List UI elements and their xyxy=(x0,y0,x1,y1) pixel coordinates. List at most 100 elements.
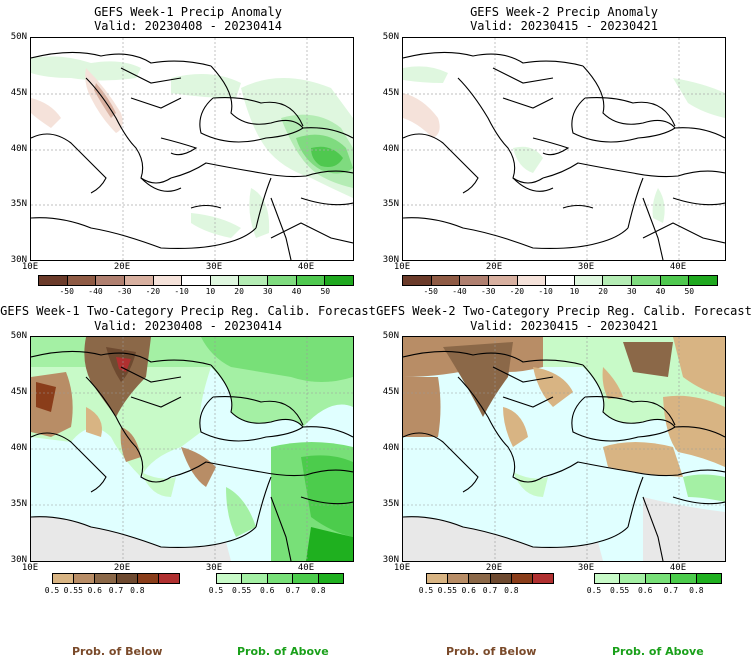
colorbar-swatch xyxy=(660,276,690,285)
lat-label: 45N xyxy=(382,387,399,397)
colorbar-tick-label: -40 xyxy=(88,287,103,296)
lon-label: 30E xyxy=(205,262,223,272)
map-week1-two-category xyxy=(30,336,354,562)
colorbar-swatch xyxy=(490,574,512,583)
panel-week1-anomaly: GEFS Week-1 Precip Anomaly Valid: 202304… xyxy=(0,0,376,300)
anomaly-colorbar xyxy=(38,275,354,286)
above-probability-colorbar xyxy=(594,573,722,584)
colorbar-swatch xyxy=(182,276,211,285)
coastlines xyxy=(403,51,725,260)
colorbar-swatch xyxy=(645,574,672,583)
lat-lon-grid xyxy=(31,337,353,561)
coastlines xyxy=(31,350,353,561)
colorbar-tick-label: 10 xyxy=(205,287,216,296)
panel-valid-dates: Valid: 20230408 - 20230414 xyxy=(94,19,282,33)
lon-label: 10E xyxy=(21,563,39,573)
above-probability-colorbar xyxy=(216,573,344,584)
lat-label: 45N xyxy=(10,88,27,98)
colorbar-tick-label: 10 xyxy=(569,287,580,296)
lon-label: 40E xyxy=(297,563,315,573)
anomaly-colorbar-labels: -50 -40 -30 -20 -10 10 20 30 40 50 xyxy=(402,287,718,297)
colorbar-tick-label: 0.8 xyxy=(130,586,145,595)
coastlines xyxy=(403,350,725,561)
colorbar-swatch xyxy=(96,276,125,285)
colorbar-swatch xyxy=(511,574,533,583)
colorbar-tick-label: 0.7 xyxy=(285,586,301,595)
colorbar-swatch xyxy=(296,276,326,285)
colorbar-swatch xyxy=(632,276,661,285)
colorbar-tick-label: 20 xyxy=(234,287,244,296)
colorbar-tick-label: 30 xyxy=(262,287,273,296)
colorbar-swatch xyxy=(217,574,243,583)
prob-below-label: Prob. of Below xyxy=(72,645,163,658)
lon-label: 20E xyxy=(485,262,503,272)
colorbar-swatch xyxy=(620,574,646,583)
colorbar-swatch xyxy=(546,276,575,285)
lon-label: 40E xyxy=(669,563,687,573)
panel-valid-dates: Valid: 20230415 - 20230421 xyxy=(470,319,658,333)
lat-lon-grid xyxy=(403,337,725,561)
below-colorbar-labels: 0.5 0.55 0.6 0.7 0.8 xyxy=(419,586,554,596)
lon-label: 10E xyxy=(21,262,39,272)
colorbar-swatch xyxy=(153,276,183,285)
panel-valid-dates: Valid: 20230408 - 20230414 xyxy=(94,319,282,333)
colorbar-tick-label: 0.6 xyxy=(637,586,653,595)
colorbar-tick-label: 0.8 xyxy=(504,586,519,595)
colorbar-tick-label: 0.8 xyxy=(311,586,326,595)
lat-label: 35N xyxy=(382,199,399,209)
colorbar-swatch xyxy=(210,276,240,285)
panel-week2-two-category: GEFS Week-2 Two-Category Precip Reg. Cal… xyxy=(376,300,752,600)
colorbar-tick-label: 0.5 xyxy=(586,586,602,595)
below-colorbar-labels: 0.5 0.55 0.6 0.7 0.8 xyxy=(45,586,180,596)
lon-label: 30E xyxy=(205,563,223,573)
colorbar-tick-label: -40 xyxy=(452,287,467,296)
colorbar-swatch xyxy=(488,276,518,285)
lat-label: 40N xyxy=(10,144,27,154)
probability-shading xyxy=(31,337,353,561)
colorbar-swatch xyxy=(595,574,621,583)
colorbar-tick-label: -30 xyxy=(480,287,496,296)
colorbar-tick-label: 0.8 xyxy=(689,586,704,595)
colorbar-tick-label: 0.55 xyxy=(63,586,83,595)
lon-label: 10E xyxy=(393,563,411,573)
colorbar-tick-label: 0.7 xyxy=(663,586,679,595)
colorbar-tick-label: 0.6 xyxy=(87,586,102,595)
lat-label: 30N xyxy=(382,555,399,565)
colorbar-swatch xyxy=(95,574,117,583)
colorbar-tick-label: 0.7 xyxy=(482,586,498,595)
colorbar-tick-label: -30 xyxy=(116,287,132,296)
lat-label: 50N xyxy=(382,331,399,341)
below-probability-colorbar xyxy=(426,573,554,584)
panel-title: GEFS Week-1 Precip Anomaly xyxy=(94,5,282,19)
lat-label: 35N xyxy=(382,499,399,509)
colorbar-tick-label: -20 xyxy=(145,287,161,296)
colorbar-swatch xyxy=(696,574,722,583)
panel-week2-anomaly: GEFS Week-2 Precip Anomaly Valid: 202304… xyxy=(376,0,752,300)
lat-label: 30N xyxy=(382,255,399,265)
colorbar-swatch xyxy=(448,574,470,583)
colorbar-tick-label: 50 xyxy=(684,287,695,296)
colorbar-swatch xyxy=(460,276,489,285)
colorbar-swatch xyxy=(318,574,344,583)
colorbar-tick-label: 0.55 xyxy=(231,586,252,595)
colorbar-swatch xyxy=(293,574,319,583)
probability-shading xyxy=(403,337,725,561)
lat-label: 40N xyxy=(10,443,27,453)
colorbar-swatch xyxy=(267,574,294,583)
colorbar-tick-label: 0.55 xyxy=(609,586,630,595)
map-week2-two-category xyxy=(402,336,726,562)
colorbar-swatch xyxy=(325,276,354,285)
colorbar-swatch xyxy=(137,574,159,583)
anomaly-colorbar xyxy=(402,275,718,286)
colorbar-tick-label: -20 xyxy=(509,287,525,296)
colorbar-tick-label: 20 xyxy=(598,287,608,296)
colorbar-swatch xyxy=(74,574,96,583)
lat-label: 30N xyxy=(10,555,27,565)
colorbar-tick-label: 0.5 xyxy=(418,586,434,595)
colorbar-swatch xyxy=(116,574,138,583)
anomaly-colorbar-labels: -50 -40 -30 -20 -10 10 20 30 40 50 xyxy=(38,287,354,297)
colorbar-swatch xyxy=(239,276,269,285)
panel-title: GEFS Week-2 Precip Anomaly xyxy=(470,5,658,19)
colorbar-tick-label: -50 xyxy=(59,287,74,296)
lon-label: 40E xyxy=(669,262,687,272)
